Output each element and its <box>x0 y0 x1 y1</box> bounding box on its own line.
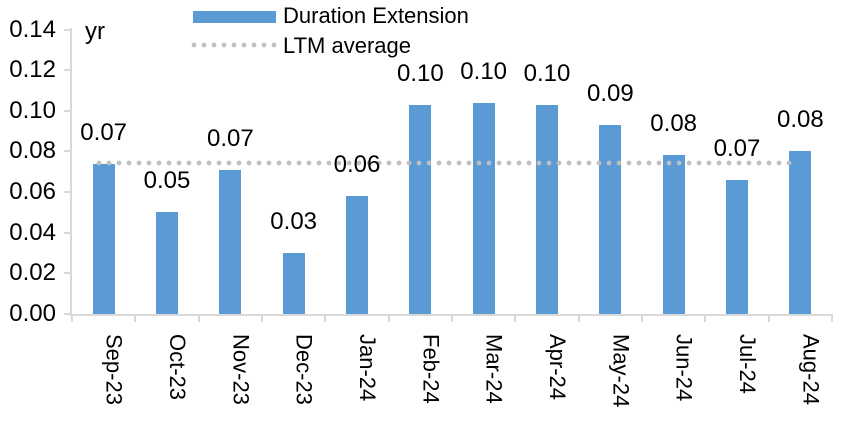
x-axis-tick <box>451 314 453 322</box>
x-axis-label-dec-23: Dec-23 <box>291 334 317 405</box>
x-axis-label-oct-23: Oct-23 <box>165 334 190 401</box>
legend-label-duration-extension: Duration Extension <box>283 3 469 28</box>
y-axis-tick <box>64 272 72 275</box>
bar-data-label: 0.10 <box>460 57 508 85</box>
x-axis-tick <box>704 314 707 322</box>
x-axis-tick <box>767 314 770 322</box>
bar-jun-24 <box>662 155 685 314</box>
legend-bar-swatch-icon <box>193 11 276 23</box>
y-axis-tick-label: 0.06 <box>9 178 56 206</box>
bar-data-label: 0.08 <box>776 106 824 134</box>
x-axis-tick <box>324 314 327 322</box>
x-axis-tick <box>577 314 580 322</box>
x-axis-label-feb-24: Feb-24 <box>418 334 444 404</box>
bar-data-label: 0.03 <box>270 208 318 236</box>
x-axis-label-sep-23: Sep-23 <box>101 334 127 405</box>
y-axis-tick <box>64 69 72 72</box>
bar-data-label: 0.05 <box>143 167 191 195</box>
y-axis-tick <box>64 109 72 112</box>
y-axis-tick <box>64 191 72 194</box>
bar-aug-24 <box>789 151 812 314</box>
ltm-average-line <box>96 159 793 166</box>
legend-label-ltm-average: LTM average <box>283 33 411 58</box>
bar-jul-24 <box>726 179 748 314</box>
bar-data-label: 0.07 <box>713 134 761 162</box>
y-axis-line <box>70 28 72 316</box>
bar-data-label: 0.09 <box>586 80 634 107</box>
y-axis-tick-label: 0.02 <box>9 259 56 287</box>
bar-nov-23 <box>219 169 242 314</box>
x-axis-label-jun-24: Jun-24 <box>671 334 697 402</box>
x-axis-label-mar-24: Mar-24 <box>481 334 507 404</box>
y-axis-tick <box>64 150 72 153</box>
x-axis-tick <box>261 314 263 322</box>
y-axis-tick <box>64 231 72 234</box>
bar-data-label: 0.07 <box>80 118 128 146</box>
x-axis-label-aug-24: Aug-24 <box>798 334 824 405</box>
bar-feb-24 <box>409 104 432 314</box>
x-axis-label-nov-23: Nov-23 <box>228 334 254 405</box>
x-axis-label-jul-24: Jul-24 <box>735 334 760 394</box>
bar-data-label: 0.10 <box>396 59 444 87</box>
y-axis-tick-label: 0.12 <box>9 56 56 84</box>
bar-jan-24 <box>346 196 368 314</box>
bar-dec-23 <box>282 253 305 314</box>
y-axis-tick <box>64 28 72 31</box>
legend-dotted-line-swatch-icon <box>191 42 277 48</box>
y-axis-tick-label: 0.10 <box>9 96 56 124</box>
bar-data-label: 0.07 <box>206 124 254 152</box>
bar-mar-24 <box>472 102 495 314</box>
bar-data-label: 0.10 <box>523 59 571 87</box>
x-axis-tick <box>831 314 833 322</box>
y-axis-unit-label: yr <box>85 18 105 45</box>
y-axis-tick-label: 0.08 <box>9 137 56 165</box>
x-axis-label-apr-24: Apr-24 <box>545 334 570 401</box>
x-axis-label-jan-24: Jan-24 <box>355 334 380 402</box>
x-axis-tick <box>197 314 200 322</box>
bar-oct-23 <box>156 212 178 314</box>
x-axis-tick <box>134 314 137 322</box>
x-axis-tick <box>71 314 73 322</box>
bar-data-label: 0.06 <box>333 151 381 179</box>
x-axis-tick <box>641 314 643 322</box>
y-axis-tick-label: 0.14 <box>9 15 56 43</box>
y-axis-tick <box>64 313 72 315</box>
y-axis-tick-label: 0.00 <box>9 300 56 327</box>
x-axis-tick <box>387 314 390 322</box>
x-axis-label-may-24: May-24 <box>608 334 634 408</box>
bar-may-24 <box>599 125 622 314</box>
bar-apr-24 <box>536 104 558 314</box>
bar-sep-23 <box>92 163 115 314</box>
x-axis-tick <box>514 314 517 322</box>
bar-data-label: 0.08 <box>650 110 698 138</box>
y-axis-tick-label: 0.04 <box>9 218 56 246</box>
